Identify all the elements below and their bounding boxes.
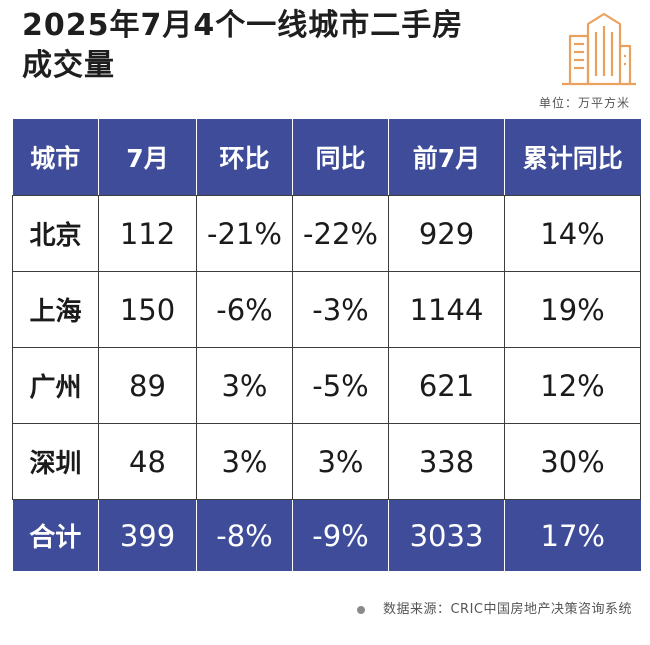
cell-cumulative-yoy: 30% bbox=[504, 423, 641, 500]
cell-first-seven-months: 929 bbox=[388, 195, 505, 272]
header-yoy: 同比 bbox=[292, 119, 389, 196]
cell-city: 北京 bbox=[12, 195, 99, 272]
cell-city: 上海 bbox=[12, 271, 99, 348]
cell-july: 89 bbox=[98, 347, 197, 424]
unit-label: 单位：万平方米 bbox=[538, 96, 630, 110]
header-july: 7月 bbox=[98, 119, 197, 196]
page-title: 2025年7月4个一线城市二手房 成交量 bbox=[22, 6, 542, 86]
building-icon bbox=[562, 12, 636, 86]
table-header-row: 城市 7月 环比 同比 前7月 累计同比 bbox=[12, 119, 641, 196]
table-row: 上海 150 -6% -3% 1144 19% bbox=[12, 271, 641, 348]
bullet-dot-icon bbox=[356, 605, 365, 614]
header-first-seven-months: 前7月 bbox=[388, 119, 505, 196]
source-note: 数据来源：CRIC中国房地产决策咨询系统 bbox=[356, 598, 632, 617]
cell-city: 广州 bbox=[12, 347, 99, 424]
total-cumulative-yoy: 17% bbox=[504, 499, 641, 571]
title-line-1: 2025年7月4个一线城市二手房 bbox=[22, 8, 464, 43]
cell-july: 48 bbox=[98, 423, 197, 500]
total-yoy: -9% bbox=[292, 499, 389, 571]
cell-mom: -21% bbox=[196, 195, 293, 272]
table-row: 北京 112 -21% -22% 929 14% bbox=[12, 195, 641, 272]
cell-cumulative-yoy: 19% bbox=[504, 271, 641, 348]
total-mom: -8% bbox=[196, 499, 293, 571]
cell-mom: 3% bbox=[196, 347, 293, 424]
header-city: 城市 bbox=[12, 119, 99, 196]
cell-first-seven-months: 338 bbox=[388, 423, 505, 500]
table-row: 深圳 48 3% 3% 338 30% bbox=[12, 423, 641, 500]
table-row: 广州 89 3% -5% 621 12% bbox=[12, 347, 641, 424]
cell-first-seven-months: 621 bbox=[388, 347, 505, 424]
total-label: 合计 bbox=[12, 499, 99, 571]
header-mom: 环比 bbox=[196, 119, 293, 196]
cell-first-seven-months: 1144 bbox=[388, 271, 505, 348]
total-july: 399 bbox=[98, 499, 197, 571]
cell-july: 112 bbox=[98, 195, 197, 272]
cell-cumulative-yoy: 12% bbox=[504, 347, 641, 424]
cell-mom: -6% bbox=[196, 271, 293, 348]
cell-yoy: -5% bbox=[292, 347, 389, 424]
source-text: 数据来源：CRIC中国房地产决策咨询系统 bbox=[382, 602, 632, 617]
total-first-seven-months: 3033 bbox=[388, 499, 505, 571]
cell-yoy: -3% bbox=[292, 271, 389, 348]
header-cumulative-yoy: 累计同比 bbox=[504, 119, 641, 196]
cell-cumulative-yoy: 14% bbox=[504, 195, 641, 272]
cell-city: 深圳 bbox=[12, 423, 99, 500]
data-table: 城市 7月 环比 同比 前7月 累计同比 北京 112 -21% -22% 92… bbox=[12, 119, 641, 571]
data-table-container: 城市 7月 环比 同比 前7月 累计同比 北京 112 -21% -22% 92… bbox=[12, 119, 641, 571]
cell-mom: 3% bbox=[196, 423, 293, 500]
cell-yoy: 3% bbox=[292, 423, 389, 500]
cell-yoy: -22% bbox=[292, 195, 389, 272]
table-total-row: 合计 399 -8% -9% 3033 17% bbox=[12, 499, 641, 571]
cell-july: 150 bbox=[98, 271, 197, 348]
title-line-2: 成交量 bbox=[22, 48, 115, 83]
